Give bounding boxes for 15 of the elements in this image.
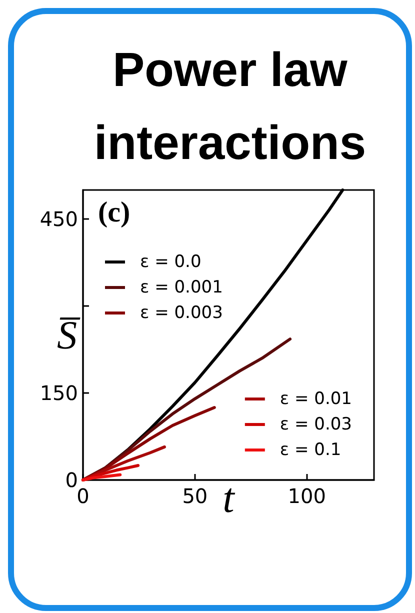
y-tick-label: 450 [40,207,78,231]
chart-title: Power law interactions [92,43,368,172]
x-tick-label: 100 [288,484,326,508]
y-axis-title: S̅ [57,312,82,358]
y-tick-label: 150 [40,381,78,405]
legend-label: ε = 0.001 [140,278,223,298]
legend-label: ε = 0.003 [140,303,223,323]
legend-label: ε = 0.1 [280,440,342,460]
legend-label: ε = 0.01 [280,389,352,409]
y-tick-label: 0 [65,468,78,492]
x-tick-label: 50 [182,484,208,508]
annotation: (c) [98,196,130,228]
x-axis-title: t [222,476,236,522]
legend-label: ε = 0.03 [280,414,352,434]
legend-label: ε = 0.0 [140,252,202,272]
